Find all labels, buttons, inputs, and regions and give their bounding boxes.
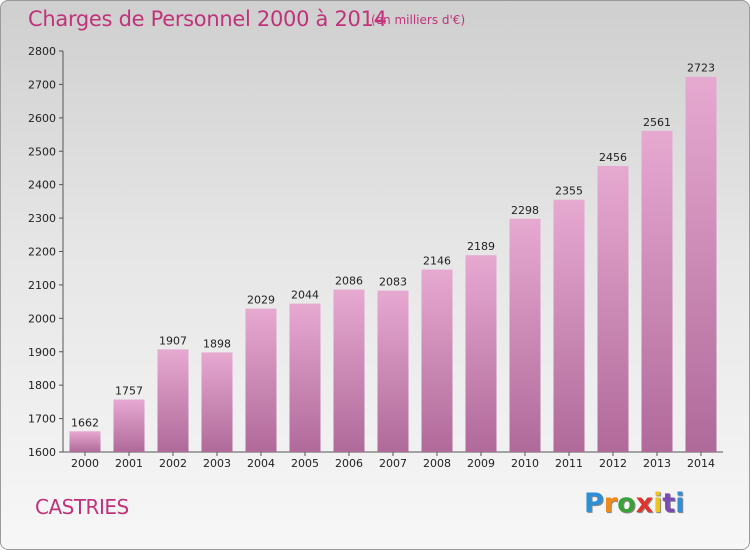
proxiti-logo[interactable]: Proxiti bbox=[584, 488, 685, 519]
bar[interactable] bbox=[377, 290, 409, 452]
x-tick-label: 2001 bbox=[115, 457, 143, 470]
x-tick-label: 2005 bbox=[291, 457, 319, 470]
bar-value-label: 2298 bbox=[511, 204, 539, 217]
bar[interactable] bbox=[641, 130, 673, 452]
y-tick-label: 2000 bbox=[28, 312, 56, 325]
bar[interactable] bbox=[553, 199, 585, 452]
commune-name: CASTRIES bbox=[35, 495, 129, 519]
bar-value-label: 2044 bbox=[291, 289, 319, 302]
logo-letter: t bbox=[662, 488, 676, 519]
bar-value-label: 1898 bbox=[203, 337, 231, 350]
chart-subtitle: (en milliers d'€) bbox=[371, 13, 466, 27]
x-tick-label: 2009 bbox=[467, 457, 495, 470]
logo-letter: i bbox=[653, 488, 663, 519]
y-tick-label: 2400 bbox=[28, 179, 56, 192]
bar[interactable] bbox=[245, 308, 277, 452]
bar-value-label: 2189 bbox=[467, 240, 495, 253]
y-tick-label: 2800 bbox=[28, 45, 56, 58]
logo-letter: i bbox=[675, 488, 685, 519]
logo-letter: r bbox=[603, 488, 618, 519]
x-tick-label: 2008 bbox=[423, 457, 451, 470]
bar[interactable] bbox=[157, 349, 189, 452]
bar-value-label: 2723 bbox=[687, 62, 715, 75]
y-tick-label: 1600 bbox=[28, 446, 56, 459]
bar-value-label: 2456 bbox=[599, 151, 627, 164]
y-tick-label: 1700 bbox=[28, 413, 56, 426]
x-tick-label: 2014 bbox=[687, 457, 715, 470]
y-tick-label: 2600 bbox=[28, 112, 56, 125]
bar[interactable] bbox=[113, 399, 145, 452]
bar[interactable] bbox=[201, 352, 233, 452]
bar-value-label: 1662 bbox=[71, 416, 99, 429]
logo-letter: P bbox=[584, 488, 604, 519]
y-tick-label: 2500 bbox=[28, 145, 56, 158]
y-tick-label: 1800 bbox=[28, 379, 56, 392]
bar[interactable] bbox=[597, 165, 629, 452]
bar-value-label: 2086 bbox=[335, 275, 363, 288]
x-tick-label: 2002 bbox=[159, 457, 187, 470]
y-tick-label: 2100 bbox=[28, 279, 56, 292]
bar-value-label: 2146 bbox=[423, 255, 451, 268]
bar[interactable] bbox=[685, 76, 717, 452]
chart-labels: 1662 2000 1757 2001 1907 2002 1898 2003 2029 2004… bbox=[71, 62, 715, 470]
x-tick-label: 2006 bbox=[335, 457, 363, 470]
x-tick-label: 2007 bbox=[379, 457, 407, 470]
chart-axes: 1600 1700 1800 1900 2000 2100 2200 2300 2400 2500… bbox=[28, 45, 723, 459]
bar[interactable] bbox=[509, 218, 541, 452]
bar-value-label: 1907 bbox=[159, 334, 187, 347]
chart-title: Charges de Personnel 2000 à 2014 bbox=[28, 7, 387, 31]
bar-value-label: 2029 bbox=[247, 294, 275, 307]
bar-value-label: 1757 bbox=[115, 385, 143, 398]
bar[interactable] bbox=[289, 303, 321, 452]
y-tick-label: 2700 bbox=[28, 78, 56, 91]
x-tick-label: 2013 bbox=[643, 457, 671, 470]
bar[interactable] bbox=[465, 255, 497, 452]
x-tick-label: 2011 bbox=[555, 457, 583, 470]
x-tick-label: 2004 bbox=[247, 457, 275, 470]
logo-letter: o bbox=[617, 488, 636, 519]
chart-bars bbox=[69, 76, 717, 452]
bar-value-label: 2355 bbox=[555, 185, 583, 198]
y-tick-label: 2300 bbox=[28, 212, 56, 225]
bar[interactable] bbox=[333, 289, 365, 452]
bar-value-label: 2083 bbox=[379, 276, 407, 289]
y-tick-label: 1900 bbox=[28, 346, 56, 359]
y-tick-label: 2200 bbox=[28, 246, 56, 259]
x-tick-label: 2000 bbox=[71, 457, 99, 470]
x-tick-label: 2003 bbox=[203, 457, 231, 470]
x-tick-label: 2010 bbox=[511, 457, 539, 470]
logo-letter: x bbox=[635, 488, 654, 519]
x-tick-label: 2012 bbox=[599, 457, 627, 470]
bar-value-label: 2561 bbox=[643, 116, 671, 129]
bar[interactable] bbox=[69, 431, 101, 452]
bar[interactable] bbox=[421, 269, 453, 452]
